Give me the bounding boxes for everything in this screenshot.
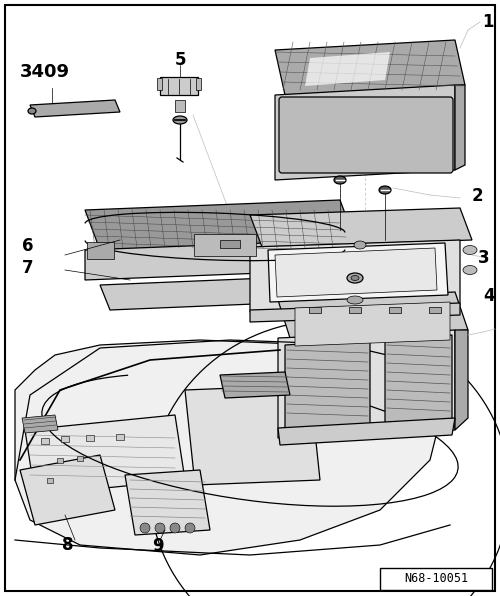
Ellipse shape — [354, 241, 366, 249]
Polygon shape — [185, 385, 320, 485]
Circle shape — [185, 523, 195, 533]
Polygon shape — [20, 455, 115, 525]
Bar — [61, 436, 69, 442]
Polygon shape — [278, 330, 455, 438]
Ellipse shape — [28, 108, 36, 114]
Polygon shape — [250, 303, 460, 322]
Circle shape — [140, 523, 150, 533]
Polygon shape — [22, 415, 58, 433]
Bar — [196, 78, 201, 90]
Text: 4: 4 — [483, 287, 494, 305]
Bar — [429, 307, 441, 313]
Bar — [86, 435, 94, 441]
Bar — [175, 100, 185, 112]
Polygon shape — [220, 372, 290, 398]
Polygon shape — [30, 100, 120, 117]
Bar — [220, 240, 240, 248]
Polygon shape — [275, 85, 455, 180]
Ellipse shape — [334, 176, 346, 184]
Bar — [309, 307, 321, 313]
Polygon shape — [25, 415, 185, 495]
Ellipse shape — [354, 254, 366, 262]
Circle shape — [170, 523, 180, 533]
Text: 5: 5 — [175, 51, 186, 69]
Polygon shape — [85, 240, 340, 280]
Bar — [41, 438, 49, 444]
Ellipse shape — [463, 246, 477, 254]
Text: 9: 9 — [152, 537, 164, 555]
FancyBboxPatch shape — [87, 242, 114, 259]
Polygon shape — [268, 243, 448, 302]
Ellipse shape — [351, 275, 359, 281]
Polygon shape — [250, 240, 460, 312]
Polygon shape — [100, 275, 350, 310]
Ellipse shape — [379, 186, 391, 194]
Bar — [157, 78, 162, 90]
Ellipse shape — [347, 273, 363, 283]
FancyBboxPatch shape — [160, 77, 198, 95]
Polygon shape — [15, 340, 450, 555]
Text: 2: 2 — [472, 187, 484, 205]
Polygon shape — [285, 340, 370, 430]
Polygon shape — [85, 200, 355, 250]
Polygon shape — [278, 292, 468, 338]
Text: N68-10051: N68-10051 — [404, 573, 468, 585]
Polygon shape — [275, 248, 437, 297]
Polygon shape — [385, 335, 452, 425]
Polygon shape — [305, 52, 390, 86]
Bar — [57, 458, 63, 463]
Polygon shape — [250, 208, 472, 247]
FancyBboxPatch shape — [279, 97, 453, 173]
Ellipse shape — [173, 116, 187, 124]
Polygon shape — [278, 418, 455, 445]
Polygon shape — [125, 470, 210, 535]
Text: 1: 1 — [482, 13, 494, 31]
Ellipse shape — [347, 296, 363, 304]
Bar — [349, 307, 361, 313]
Bar — [389, 307, 401, 313]
Text: 7: 7 — [22, 259, 34, 277]
Text: 3409: 3409 — [20, 63, 70, 81]
Text: 3: 3 — [478, 249, 490, 267]
Polygon shape — [295, 302, 450, 346]
FancyBboxPatch shape — [194, 234, 256, 256]
Polygon shape — [455, 85, 465, 170]
Bar — [47, 478, 53, 483]
Text: 6: 6 — [22, 237, 34, 255]
Circle shape — [155, 523, 165, 533]
Bar — [116, 434, 124, 440]
Text: 8: 8 — [62, 536, 74, 554]
Bar — [77, 456, 83, 461]
Polygon shape — [340, 240, 358, 270]
Ellipse shape — [463, 265, 477, 275]
Polygon shape — [275, 40, 465, 95]
Polygon shape — [455, 330, 468, 430]
Bar — [380, 568, 492, 590]
